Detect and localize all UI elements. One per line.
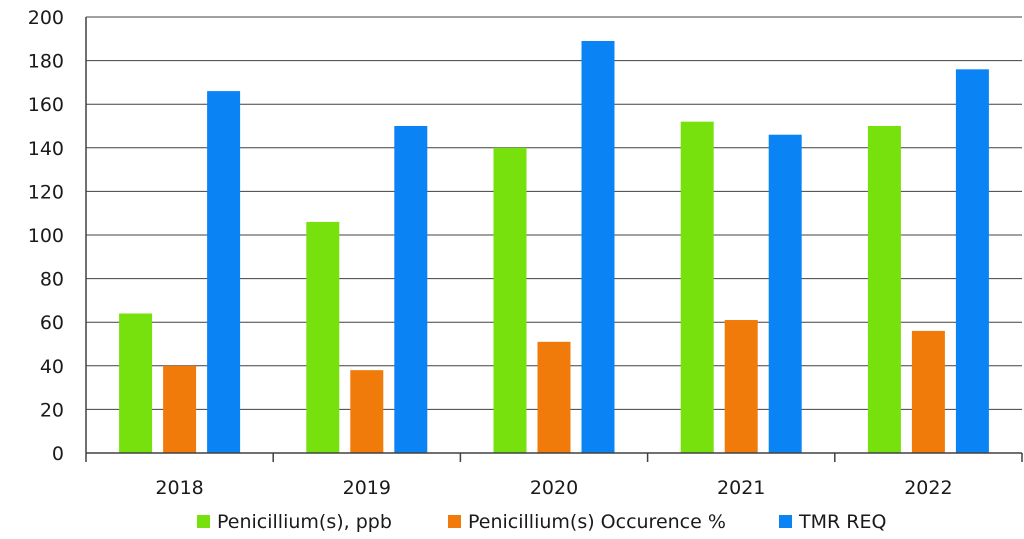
legend-label: Penicillium(s), ppb: [217, 511, 392, 533]
bar: [867, 126, 901, 453]
legend: Penicillium(s), ppb Penicillium(s) Occure…: [197, 511, 886, 533]
x-tick-label: 2019: [343, 477, 391, 499]
y-tick-label: 180: [28, 51, 64, 73]
y-tick-label: 120: [28, 181, 64, 203]
bar: [955, 69, 989, 453]
bar: [581, 40, 615, 453]
legend-swatch: [197, 515, 210, 528]
y-axis-ticks: 0 20 40 60 80 100 120 140 160 180 200: [28, 7, 64, 465]
x-tick-label: 2018: [155, 477, 203, 499]
bars: [119, 40, 989, 454]
y-tick-label: 140: [28, 138, 64, 160]
legend-swatch: [779, 515, 792, 528]
y-tick-label: 200: [28, 7, 64, 29]
bar: [911, 330, 945, 453]
x-axis-ticks: 2018 2019 2020 2021 2022: [155, 477, 952, 499]
y-tick-label: 160: [28, 94, 64, 116]
y-tick-label: 0: [52, 443, 64, 465]
y-tick-label: 100: [28, 225, 64, 247]
y-tick-label: 60: [40, 312, 64, 334]
x-tick-label: 2022: [904, 477, 952, 499]
y-tick-label: 80: [40, 269, 64, 291]
bar: [537, 341, 571, 453]
legend-label: Penicillium(s) Occurence %: [468, 511, 726, 533]
x-tick-label: 2020: [530, 477, 578, 499]
legend-label: TMR REQ: [798, 511, 886, 533]
bar: [306, 221, 340, 453]
bar: [163, 365, 197, 453]
gridlines: [86, 16, 1022, 410]
bar: [724, 320, 758, 453]
bar: [350, 370, 384, 453]
axes: [85, 17, 1023, 462]
bar: [207, 91, 241, 454]
bar: [680, 121, 714, 453]
y-tick-label: 20: [40, 399, 64, 421]
bar: [394, 126, 428, 453]
bar: [768, 134, 802, 453]
x-tick-label: 2021: [717, 477, 765, 499]
bar: [493, 147, 527, 454]
bar: [119, 313, 153, 453]
y-tick-label: 40: [40, 356, 64, 378]
legend-swatch: [448, 515, 461, 528]
